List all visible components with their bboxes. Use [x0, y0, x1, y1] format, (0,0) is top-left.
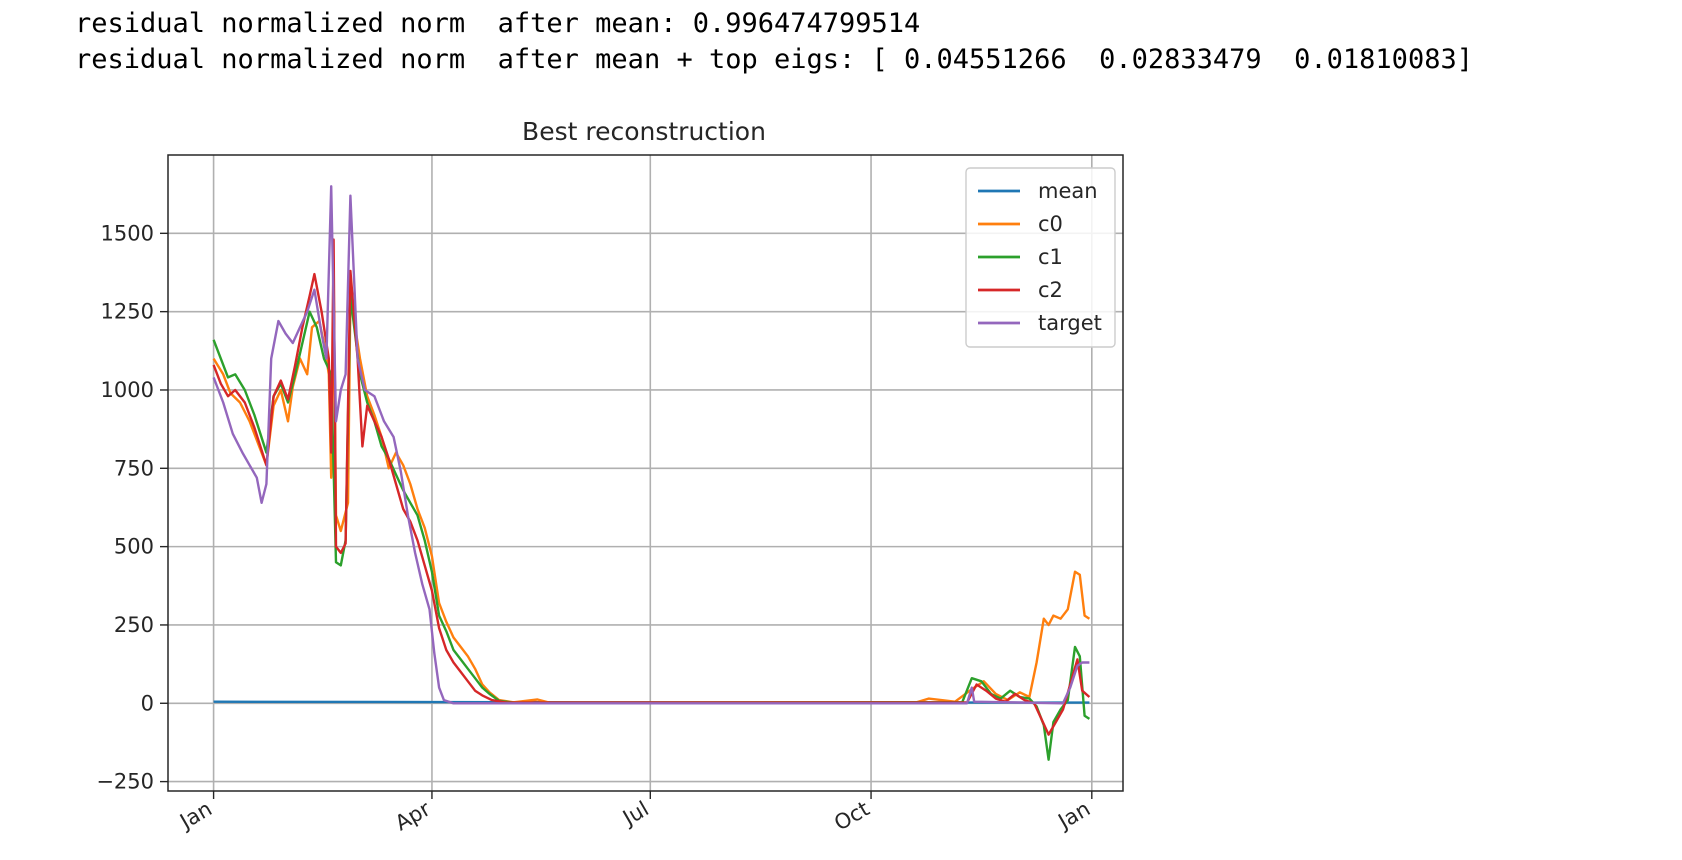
- x-tick-label: Apr: [391, 796, 435, 835]
- legend-label-target: target: [1038, 311, 1102, 335]
- y-tick-label: 1500: [101, 221, 154, 245]
- x-tick-label: Jan: [1053, 797, 1095, 835]
- chart-figure: Best reconstruction −250 0 250 500 750 1000 12…: [96, 117, 1124, 836]
- y-tick-label: 250: [114, 613, 154, 637]
- y-tick-label: 1250: [101, 300, 154, 324]
- output-text-line-1: residual normalized norm after mean: 0.9…: [75, 8, 921, 39]
- x-axis: Jan Apr Jul Oct Jan: [174, 791, 1094, 836]
- chart-series-layer: [212, 185, 1091, 761]
- legend-label-c1: c1: [1038, 245, 1063, 269]
- y-tick-label: 0: [141, 691, 154, 715]
- series-line-target: [212, 185, 1090, 705]
- legend-box: [965, 167, 1116, 348]
- y-tick-label: 750: [114, 456, 154, 480]
- series-line-c2: [212, 238, 1091, 736]
- series-line-c0: [212, 279, 1091, 704]
- series-line-c1: [212, 294, 1091, 761]
- legend-label-c0: c0: [1038, 212, 1063, 236]
- y-tick-label: 500: [114, 535, 154, 559]
- x-tick-label: Jul: [617, 797, 653, 831]
- y-tick-label: 1000: [101, 378, 154, 402]
- legend-label-mean: mean: [1038, 179, 1098, 203]
- x-tick-label: Jan: [174, 797, 216, 835]
- y-tick-label: −250: [96, 770, 154, 794]
- chart-grid: [168, 155, 1123, 791]
- output-text-line-2: residual normalized norm after mean + to…: [75, 44, 1473, 75]
- chart-title: Best reconstruction: [522, 117, 766, 146]
- plot-frame: [167, 154, 1124, 792]
- x-tick-label: Oct: [830, 797, 873, 836]
- y-axis: −250 0 250 500 750 1000 1250 1500: [96, 221, 168, 794]
- chart-legend: mean c0 c1 c2 target: [965, 167, 1116, 348]
- legend-label-c2: c2: [1038, 278, 1063, 302]
